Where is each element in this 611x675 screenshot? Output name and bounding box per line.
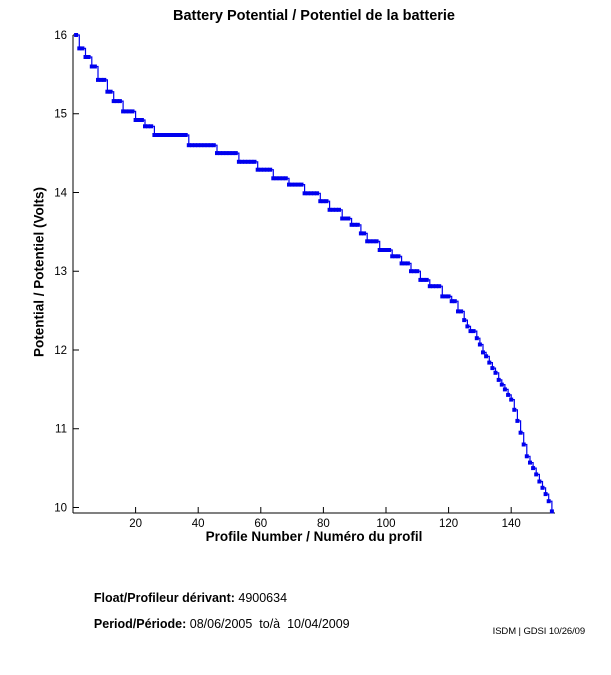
y-tick-label: 15: [54, 109, 67, 121]
float-id-label: Float/Profileur dérivant:: [93, 591, 235, 605]
x-tick-label: 80: [317, 518, 330, 530]
y-tick-label: 14: [54, 187, 67, 199]
plot-area: 20 40 60 80 100 120 140 10 11 12 13 14 15 16: [54, 30, 555, 530]
y-tick-label: 10: [54, 502, 67, 514]
battery-potential-series: [74, 33, 554, 514]
period-label: Period/Période:: [93, 617, 187, 631]
float-id-line: Float/Profileur dérivant: 4900634: [80, 577, 287, 619]
axes: [72, 34, 555, 514]
x-tick-label: 20: [129, 518, 142, 530]
float-id-value: 4900634: [234, 591, 288, 605]
y-tick-label: 11: [55, 424, 67, 436]
x-tick-label: 60: [254, 518, 267, 530]
y-tick-label: 16: [54, 30, 67, 42]
x-tick-label: 140: [502, 518, 521, 530]
x-tick-label: 120: [439, 518, 458, 530]
y-tick-label: 12: [54, 345, 67, 357]
y-tick-label: 13: [54, 266, 67, 278]
period-line: Period/Période: 08/06/2005 to/à 10/04/20…: [80, 603, 350, 645]
x-tick-label: 40: [192, 518, 205, 530]
period-value: 08/06/2005 to/à 10/04/2009: [186, 617, 350, 631]
agency-date-stamp: ISDM | GDSI 10/26/09: [492, 626, 585, 637]
x-axis-label: Profile Number / Numéro du profil: [205, 529, 423, 544]
chart-title: Battery Potential / Potentiel de la batt…: [172, 8, 455, 24]
y-axis-label: Potential / Potentiel (Volts): [31, 186, 47, 358]
x-tick-label: 100: [376, 518, 395, 530]
tick-labels: 20 40 60 80 100 120 140 10 11 12 13 14 15 16: [54, 30, 521, 530]
